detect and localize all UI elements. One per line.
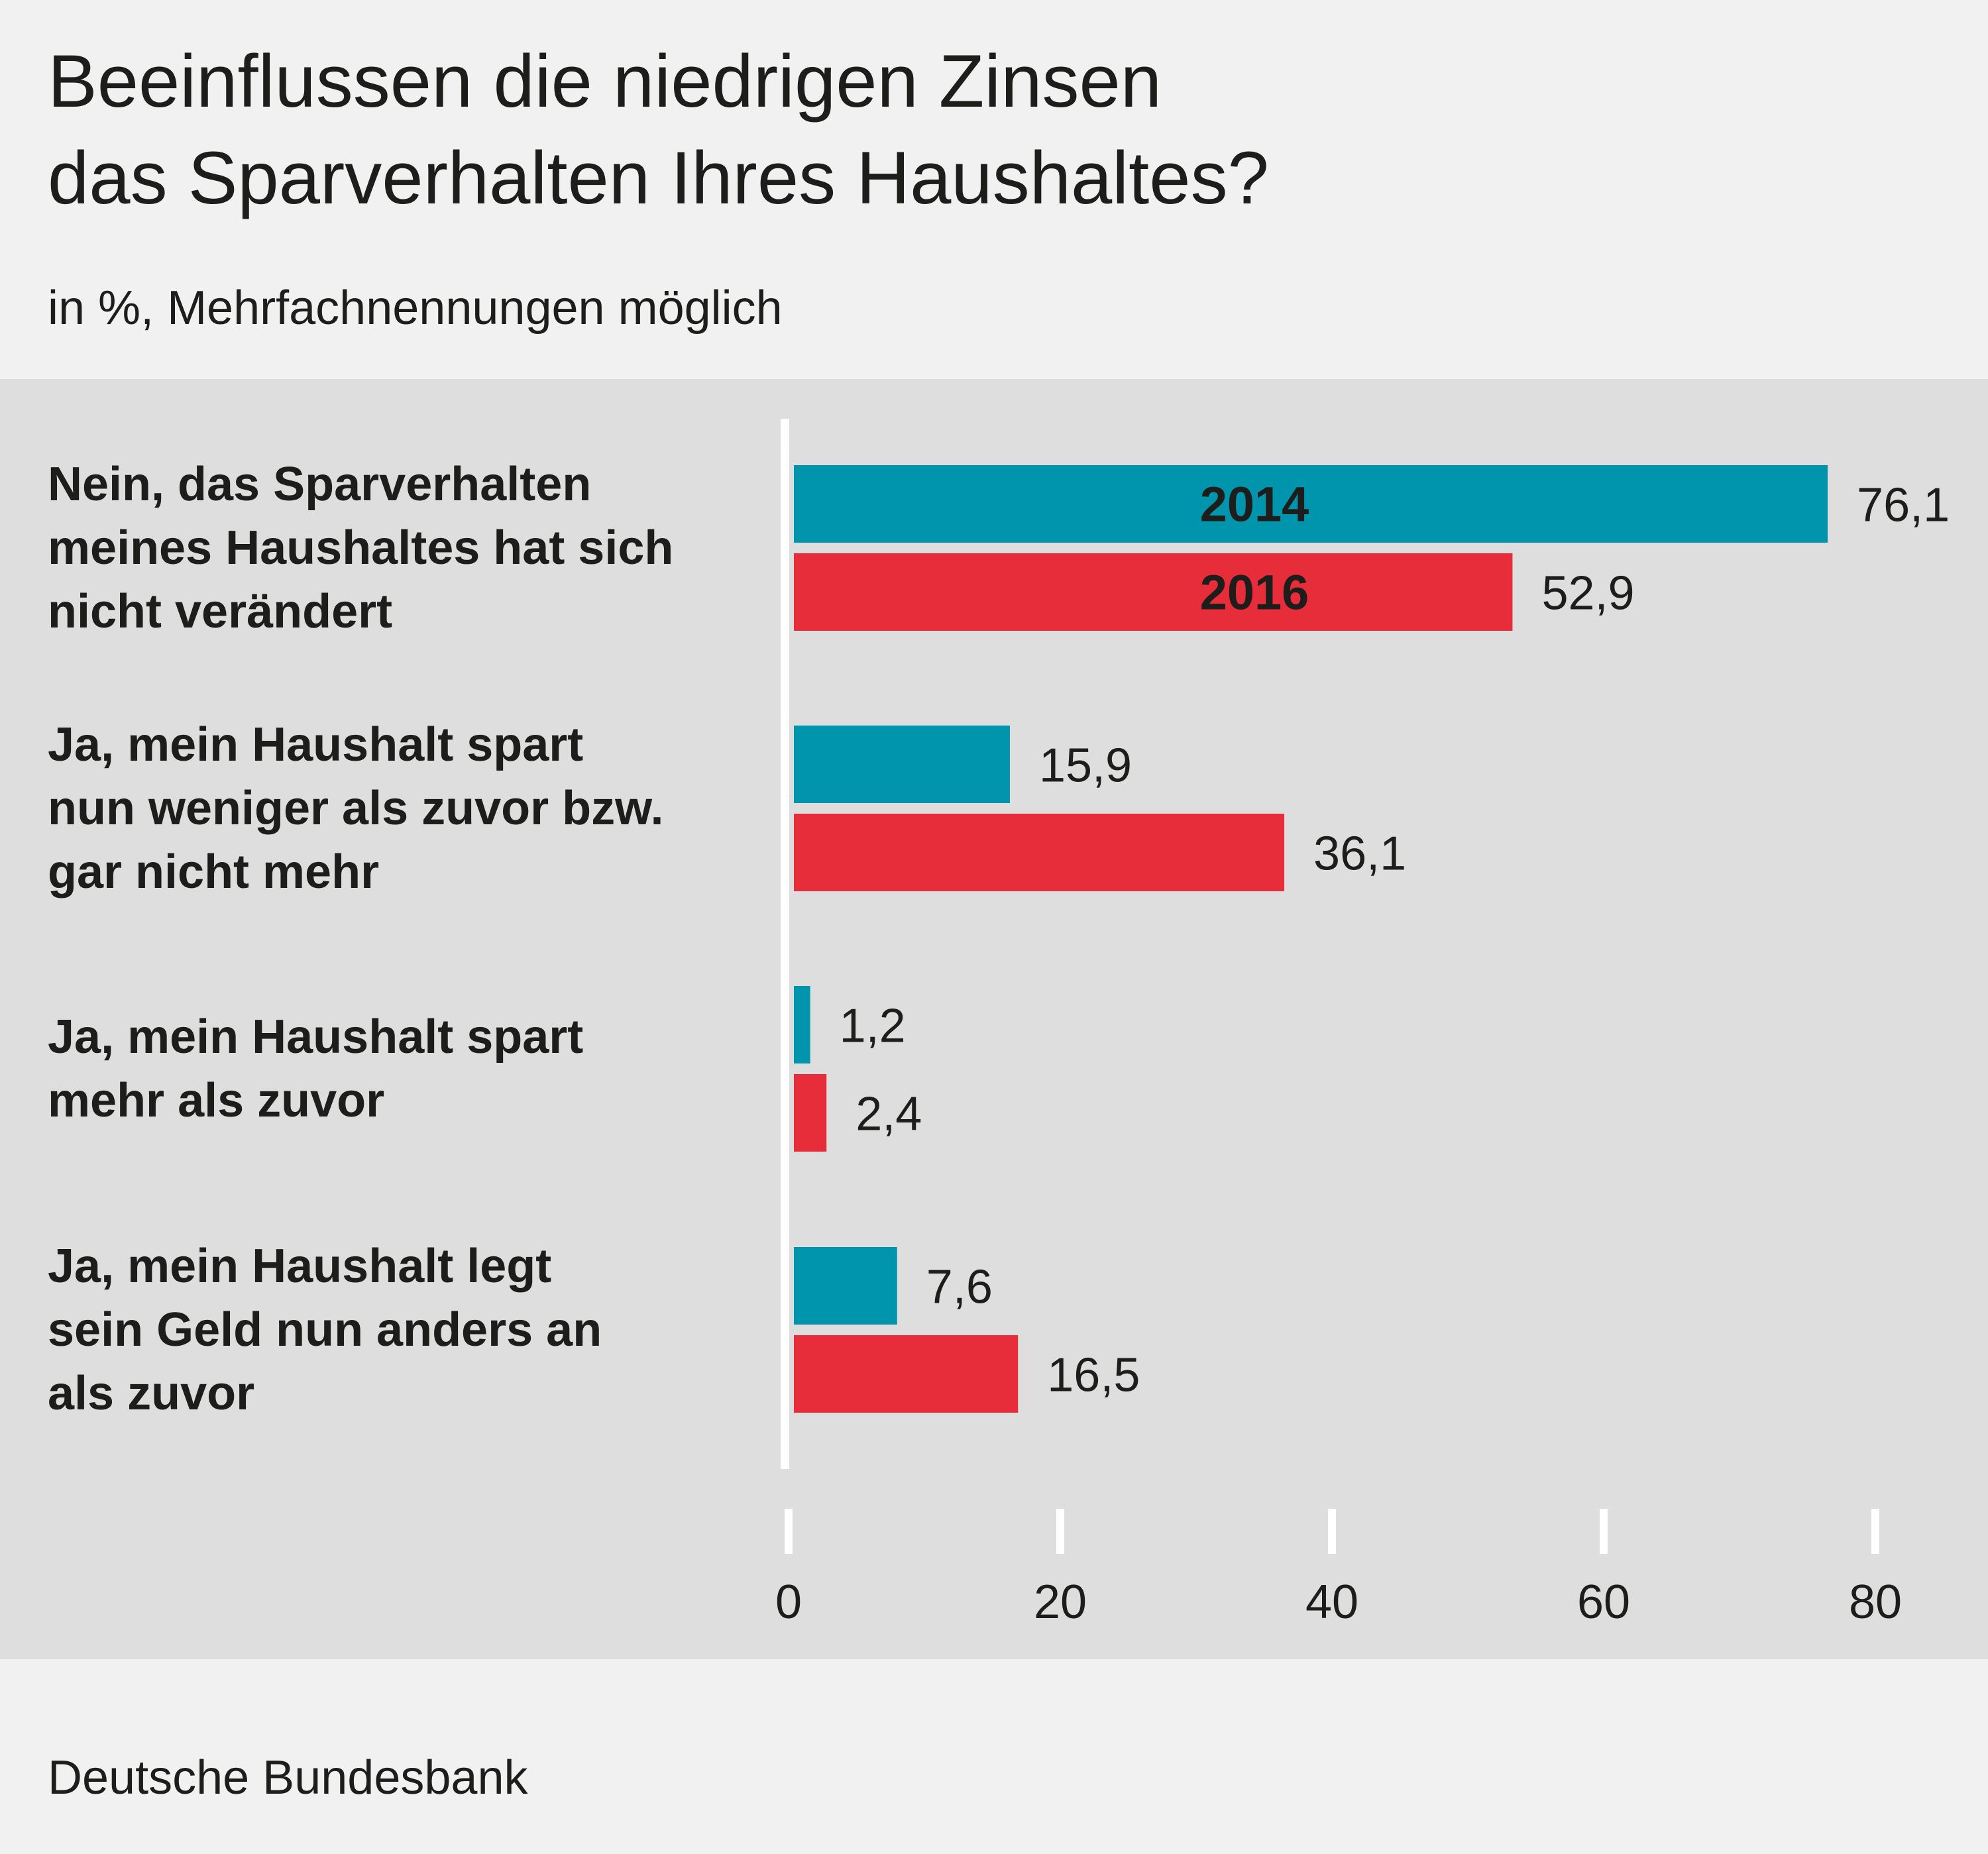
category-label-line: als zuvor bbox=[48, 1367, 255, 1420]
legend-label-2016: 2016 bbox=[1200, 565, 1309, 620]
category-label-line: Ja, mein Haushalt legt bbox=[48, 1240, 552, 1293]
bar-2014-cat-3 bbox=[794, 986, 810, 1063]
x-tick-label-40: 40 bbox=[1305, 1576, 1358, 1629]
x-tick-label-20: 20 bbox=[1034, 1576, 1087, 1629]
category-label-line: meines Haushaltes hat sich bbox=[48, 521, 674, 574]
bar-2016-cat-2 bbox=[794, 814, 1285, 891]
category-label-line: nun weniger als zuvor bzw. bbox=[48, 782, 664, 835]
value-label-2014-cat-4: 7,6 bbox=[926, 1261, 993, 1314]
plot-area: Nein, das Sparverhalten meines Haushaltes… bbox=[0, 379, 1988, 1659]
x-tick-80 bbox=[1871, 1509, 1879, 1554]
bar-2014-cat-4 bbox=[794, 1247, 897, 1325]
chart-title-line-1: Beeinflussen die niedrigen Zinsen bbox=[48, 40, 1162, 123]
category-label-line: Ja, mein Haushalt spart bbox=[48, 1010, 584, 1063]
category-label-3: Ja, mein Haushalt spart mehr als zuvor bbox=[48, 1005, 777, 1132]
value-label-2014-cat-3: 1,2 bbox=[840, 1000, 906, 1053]
value-label-2016-cat-2: 36,1 bbox=[1313, 828, 1406, 881]
category-label-1: Nein, das Sparverhalten meines Haushaltes… bbox=[48, 453, 777, 643]
category-label-2: Ja, mein Haushalt spart nun weniger als z… bbox=[48, 713, 777, 904]
value-label-2016-cat-3: 2,4 bbox=[856, 1088, 922, 1141]
category-label-line: gar nicht mehr bbox=[48, 845, 380, 899]
value-label-2014-cat-2: 15,9 bbox=[1039, 739, 1132, 792]
category-label-line: nicht verändert bbox=[48, 585, 393, 638]
x-tick-40 bbox=[1328, 1509, 1336, 1554]
category-label-line: sein Geld nun anders an bbox=[48, 1303, 602, 1356]
x-tick-20 bbox=[1056, 1509, 1064, 1554]
value-label-2016-cat-4: 16,5 bbox=[1047, 1349, 1140, 1402]
value-label-2016-cat-1: 52,9 bbox=[1541, 567, 1634, 620]
bar-2016-cat-4 bbox=[794, 1335, 1019, 1413]
bar-2016-cat-1 bbox=[794, 553, 1513, 631]
chart-title-line-2: das Sparverhalten Ihres Haushaltes? bbox=[48, 136, 1269, 219]
bar-2014-cat-2 bbox=[794, 726, 1010, 803]
x-tick-0 bbox=[785, 1509, 793, 1554]
source-label: Deutsche Bundesbank bbox=[48, 1751, 528, 1804]
category-label-line: mehr als zuvor bbox=[48, 1074, 385, 1127]
x-tick-60 bbox=[1600, 1509, 1608, 1554]
bar-2016-cat-3 bbox=[794, 1074, 827, 1152]
x-tick-label-80: 80 bbox=[1849, 1576, 1902, 1629]
y-axis-line bbox=[781, 419, 789, 1469]
legend-label-2014: 2014 bbox=[1200, 477, 1309, 532]
header: Beeinflussen die niedrigen Zinsen das Sp… bbox=[0, 0, 1988, 363]
x-tick-label-60: 60 bbox=[1577, 1576, 1630, 1629]
category-label-line: Nein, das Sparverhalten bbox=[48, 458, 592, 511]
bar-chart: 76,1 15,9 1,2 7,6 52,9 36,1 2,4 16,5 2014 2016 0 20… bbox=[775, 419, 1950, 1629]
category-label-line: Ja, mein Haushalt spart bbox=[48, 718, 584, 771]
bar-2014-cat-1 bbox=[794, 465, 1828, 543]
chart-subtitle: in %, Mehrfachnennungen möglich bbox=[48, 282, 783, 335]
x-tick-label-0: 0 bbox=[775, 1576, 802, 1629]
chart-title: Beeinflussen die niedrigen Zinsen das Sp… bbox=[48, 33, 1837, 227]
category-label-4: Ja, mein Haushalt legt sein Geld nun ande… bbox=[48, 1234, 777, 1425]
value-label-2014-cat-1: 76,1 bbox=[1857, 479, 1950, 532]
footer: Deutsche Bundesbank bbox=[0, 1675, 1988, 1854]
